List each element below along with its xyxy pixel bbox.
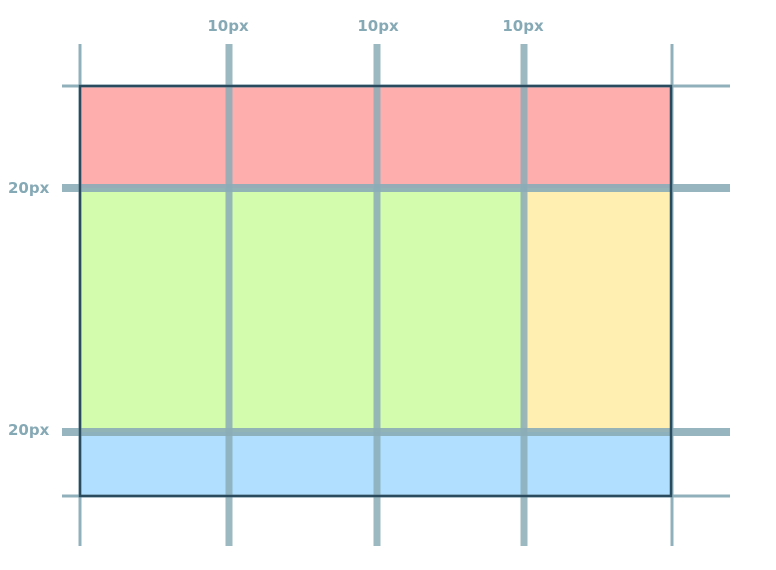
row-gutters [62, 184, 730, 436]
column-gap-label-2: 10px [357, 17, 399, 35]
row-gap-label-2: 20px [8, 421, 50, 439]
row-gap-label-1: 20px [8, 179, 50, 197]
main-area [80, 188, 524, 432]
column-gap-label-1: 10px [207, 17, 249, 35]
sidebar-area [524, 188, 671, 432]
column-gap-label-3: 10px [502, 17, 544, 35]
grid-container-border [78, 84, 673, 498]
column-gutters [225, 44, 528, 546]
